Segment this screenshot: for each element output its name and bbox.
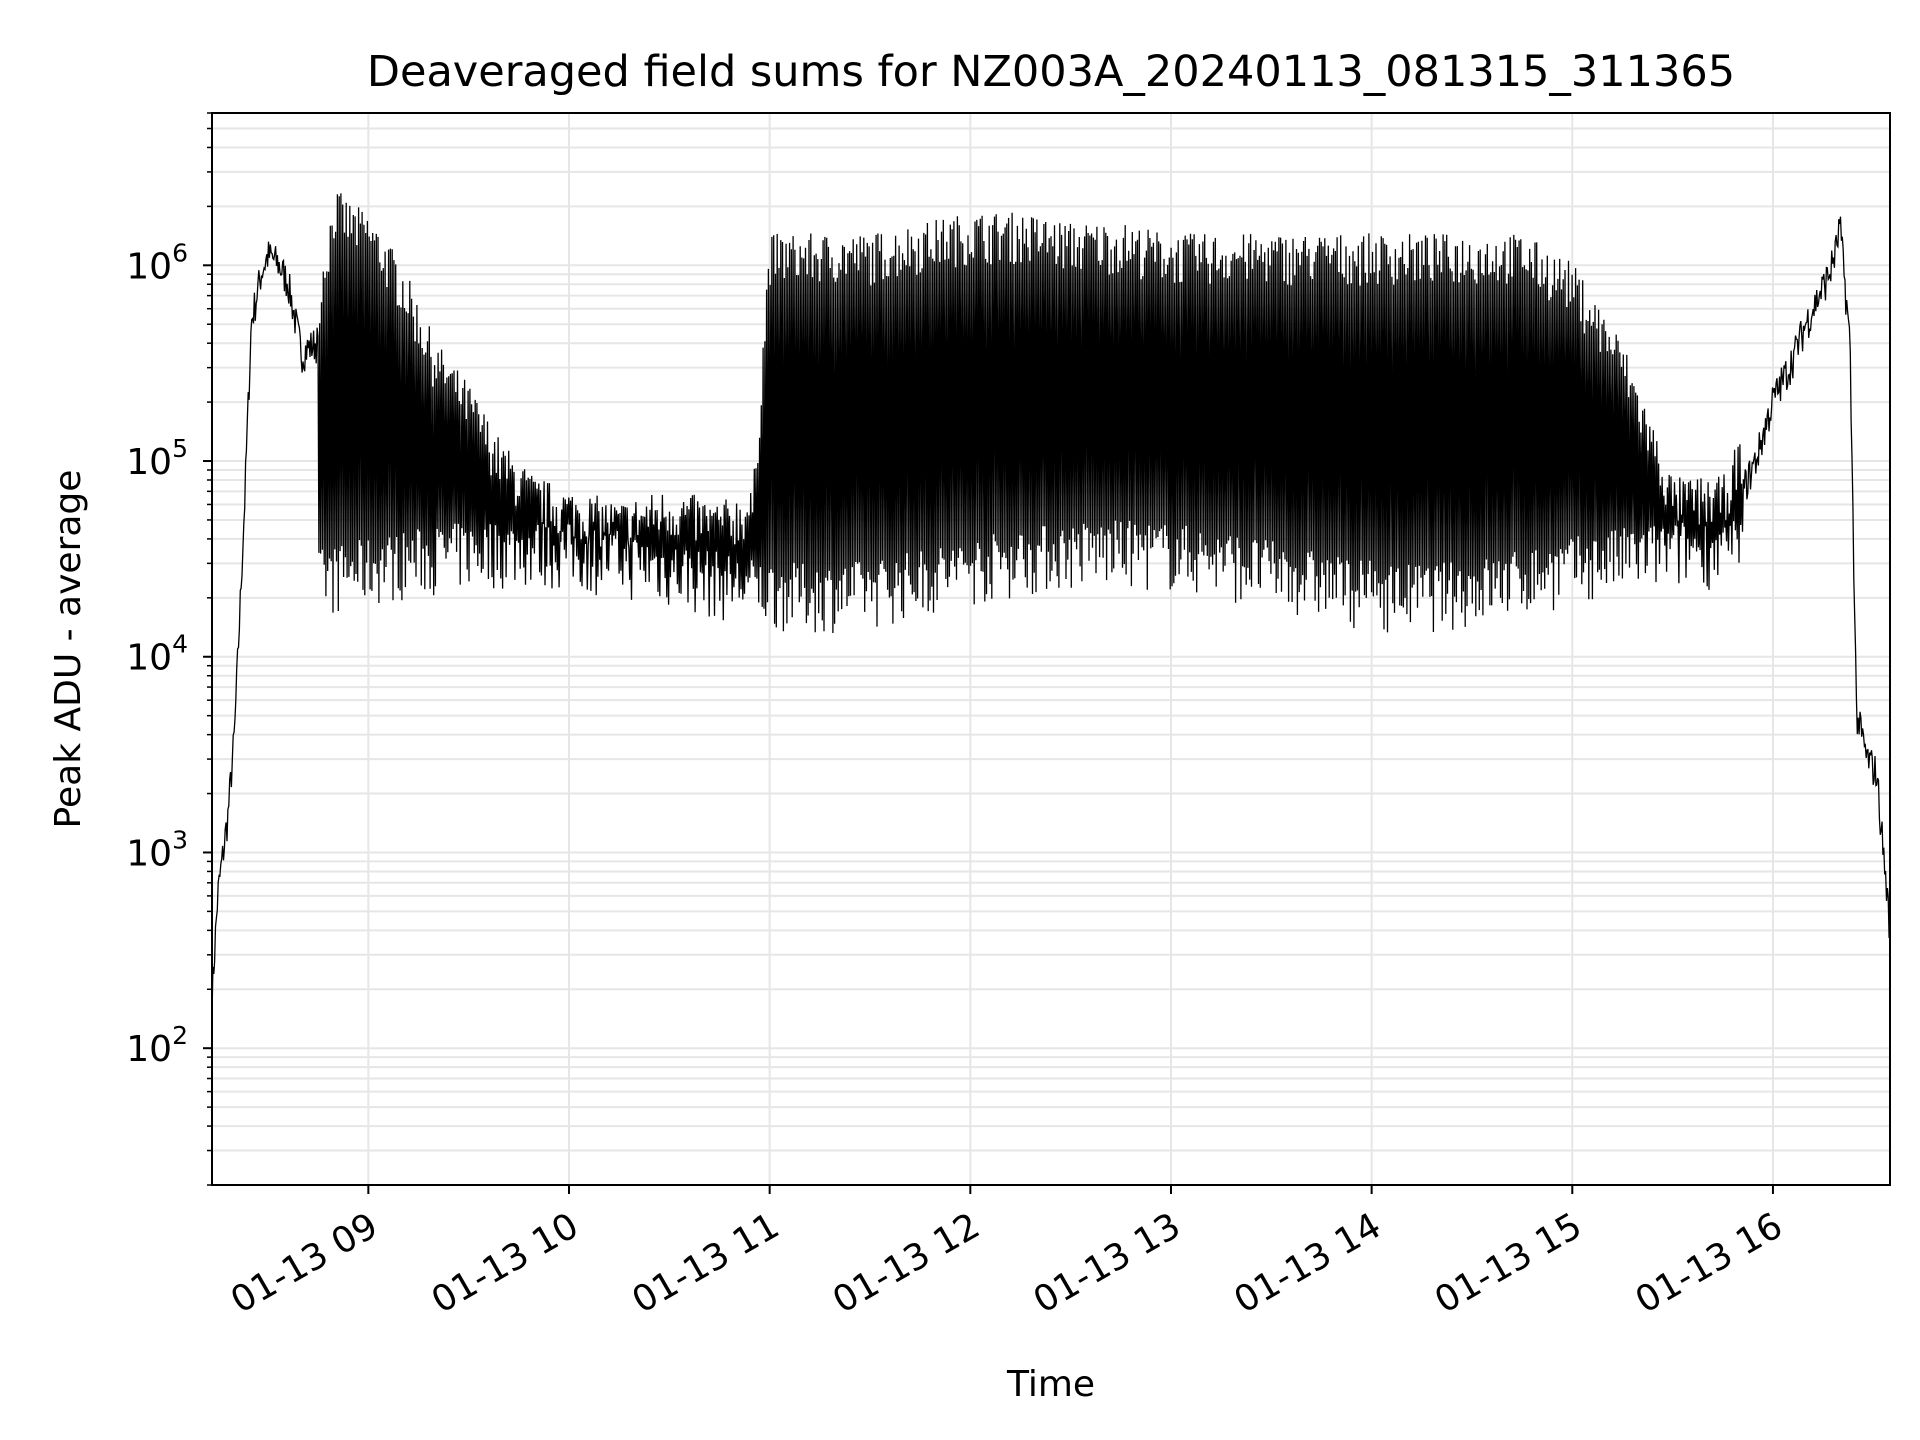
x-tick-label: 01-13 10 (425, 1205, 586, 1321)
x-tick-label: 01-13 11 (625, 1205, 786, 1321)
data-line-layer (211, 193, 1891, 1019)
x-tick-label: 01-13 13 (1027, 1205, 1188, 1321)
y-tick-label: 104 (126, 630, 188, 679)
y-tick-label: 103 (126, 825, 188, 874)
y-tick-label: 102 (126, 1021, 188, 1070)
chart-title: Deaveraged field sums for NZ003A_2024011… (367, 47, 1735, 97)
y-axis: 102 103 104 105 106 (126, 112, 212, 1186)
y-tick-label: 106 (126, 238, 188, 287)
x-tick-label: 01-13 14 (1227, 1205, 1388, 1321)
series-line (211, 193, 1891, 1019)
grid (212, 112, 1890, 1186)
x-tick-label: 01-13 12 (826, 1205, 987, 1321)
x-axis: 01-13 09 01-13 10 01-13 11 01-13 12 01-13 13… (224, 1185, 1789, 1322)
y-tick-label: 105 (126, 434, 188, 483)
x-tick-label: 01-13 09 (224, 1205, 385, 1321)
plot-frame (211, 112, 1891, 1186)
x-axis-label: Time (1006, 1364, 1095, 1405)
y-axis-label: Peak ADU - average (48, 470, 89, 829)
x-tick-label: 01-13 16 (1629, 1205, 1790, 1321)
x-tick-label: 01-13 15 (1428, 1205, 1589, 1321)
